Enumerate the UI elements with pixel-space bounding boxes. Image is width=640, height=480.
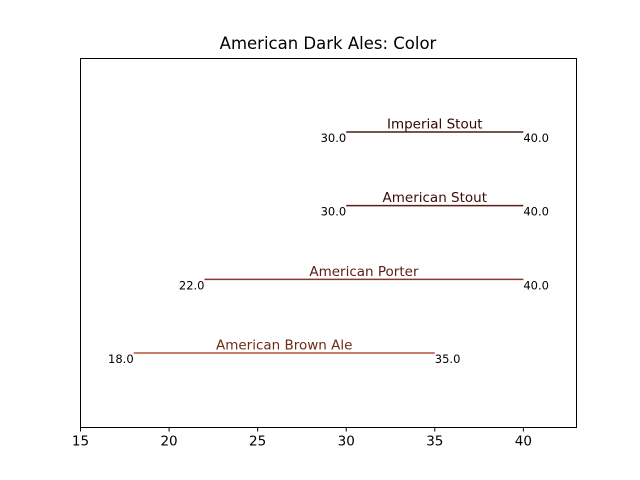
high-value-label: 35.0 — [435, 352, 461, 366]
x-tick-label: 40 — [515, 434, 532, 450]
x-tick-label: 25 — [249, 434, 266, 450]
series-label: American Stout — [383, 190, 488, 206]
x-tick-label: 20 — [160, 434, 177, 450]
low-value-label: 18.0 — [108, 352, 134, 366]
low-value-label: 22.0 — [179, 278, 205, 292]
range-series: American Brown Ale 18.0 35.0 American Porte… — [108, 117, 549, 367]
high-value-label: 40.0 — [523, 278, 549, 292]
x-tick-label: 30 — [338, 434, 355, 450]
x-axis: 15 20 25 30 35 40 — [72, 427, 532, 450]
high-value-label: 40.0 — [523, 131, 549, 145]
series-label: American Brown Ale — [216, 338, 353, 354]
plot-frame — [80, 58, 577, 428]
low-value-label: 30.0 — [321, 131, 347, 145]
high-value-label: 40.0 — [523, 205, 549, 219]
series-label: American Porter — [309, 264, 419, 280]
chart-title: American Dark Ales: Color — [220, 34, 437, 53]
x-tick-label: 15 — [72, 434, 89, 450]
series-label: Imperial Stout — [387, 117, 483, 133]
low-value-label: 30.0 — [321, 205, 347, 219]
x-tick-label: 35 — [426, 434, 443, 450]
